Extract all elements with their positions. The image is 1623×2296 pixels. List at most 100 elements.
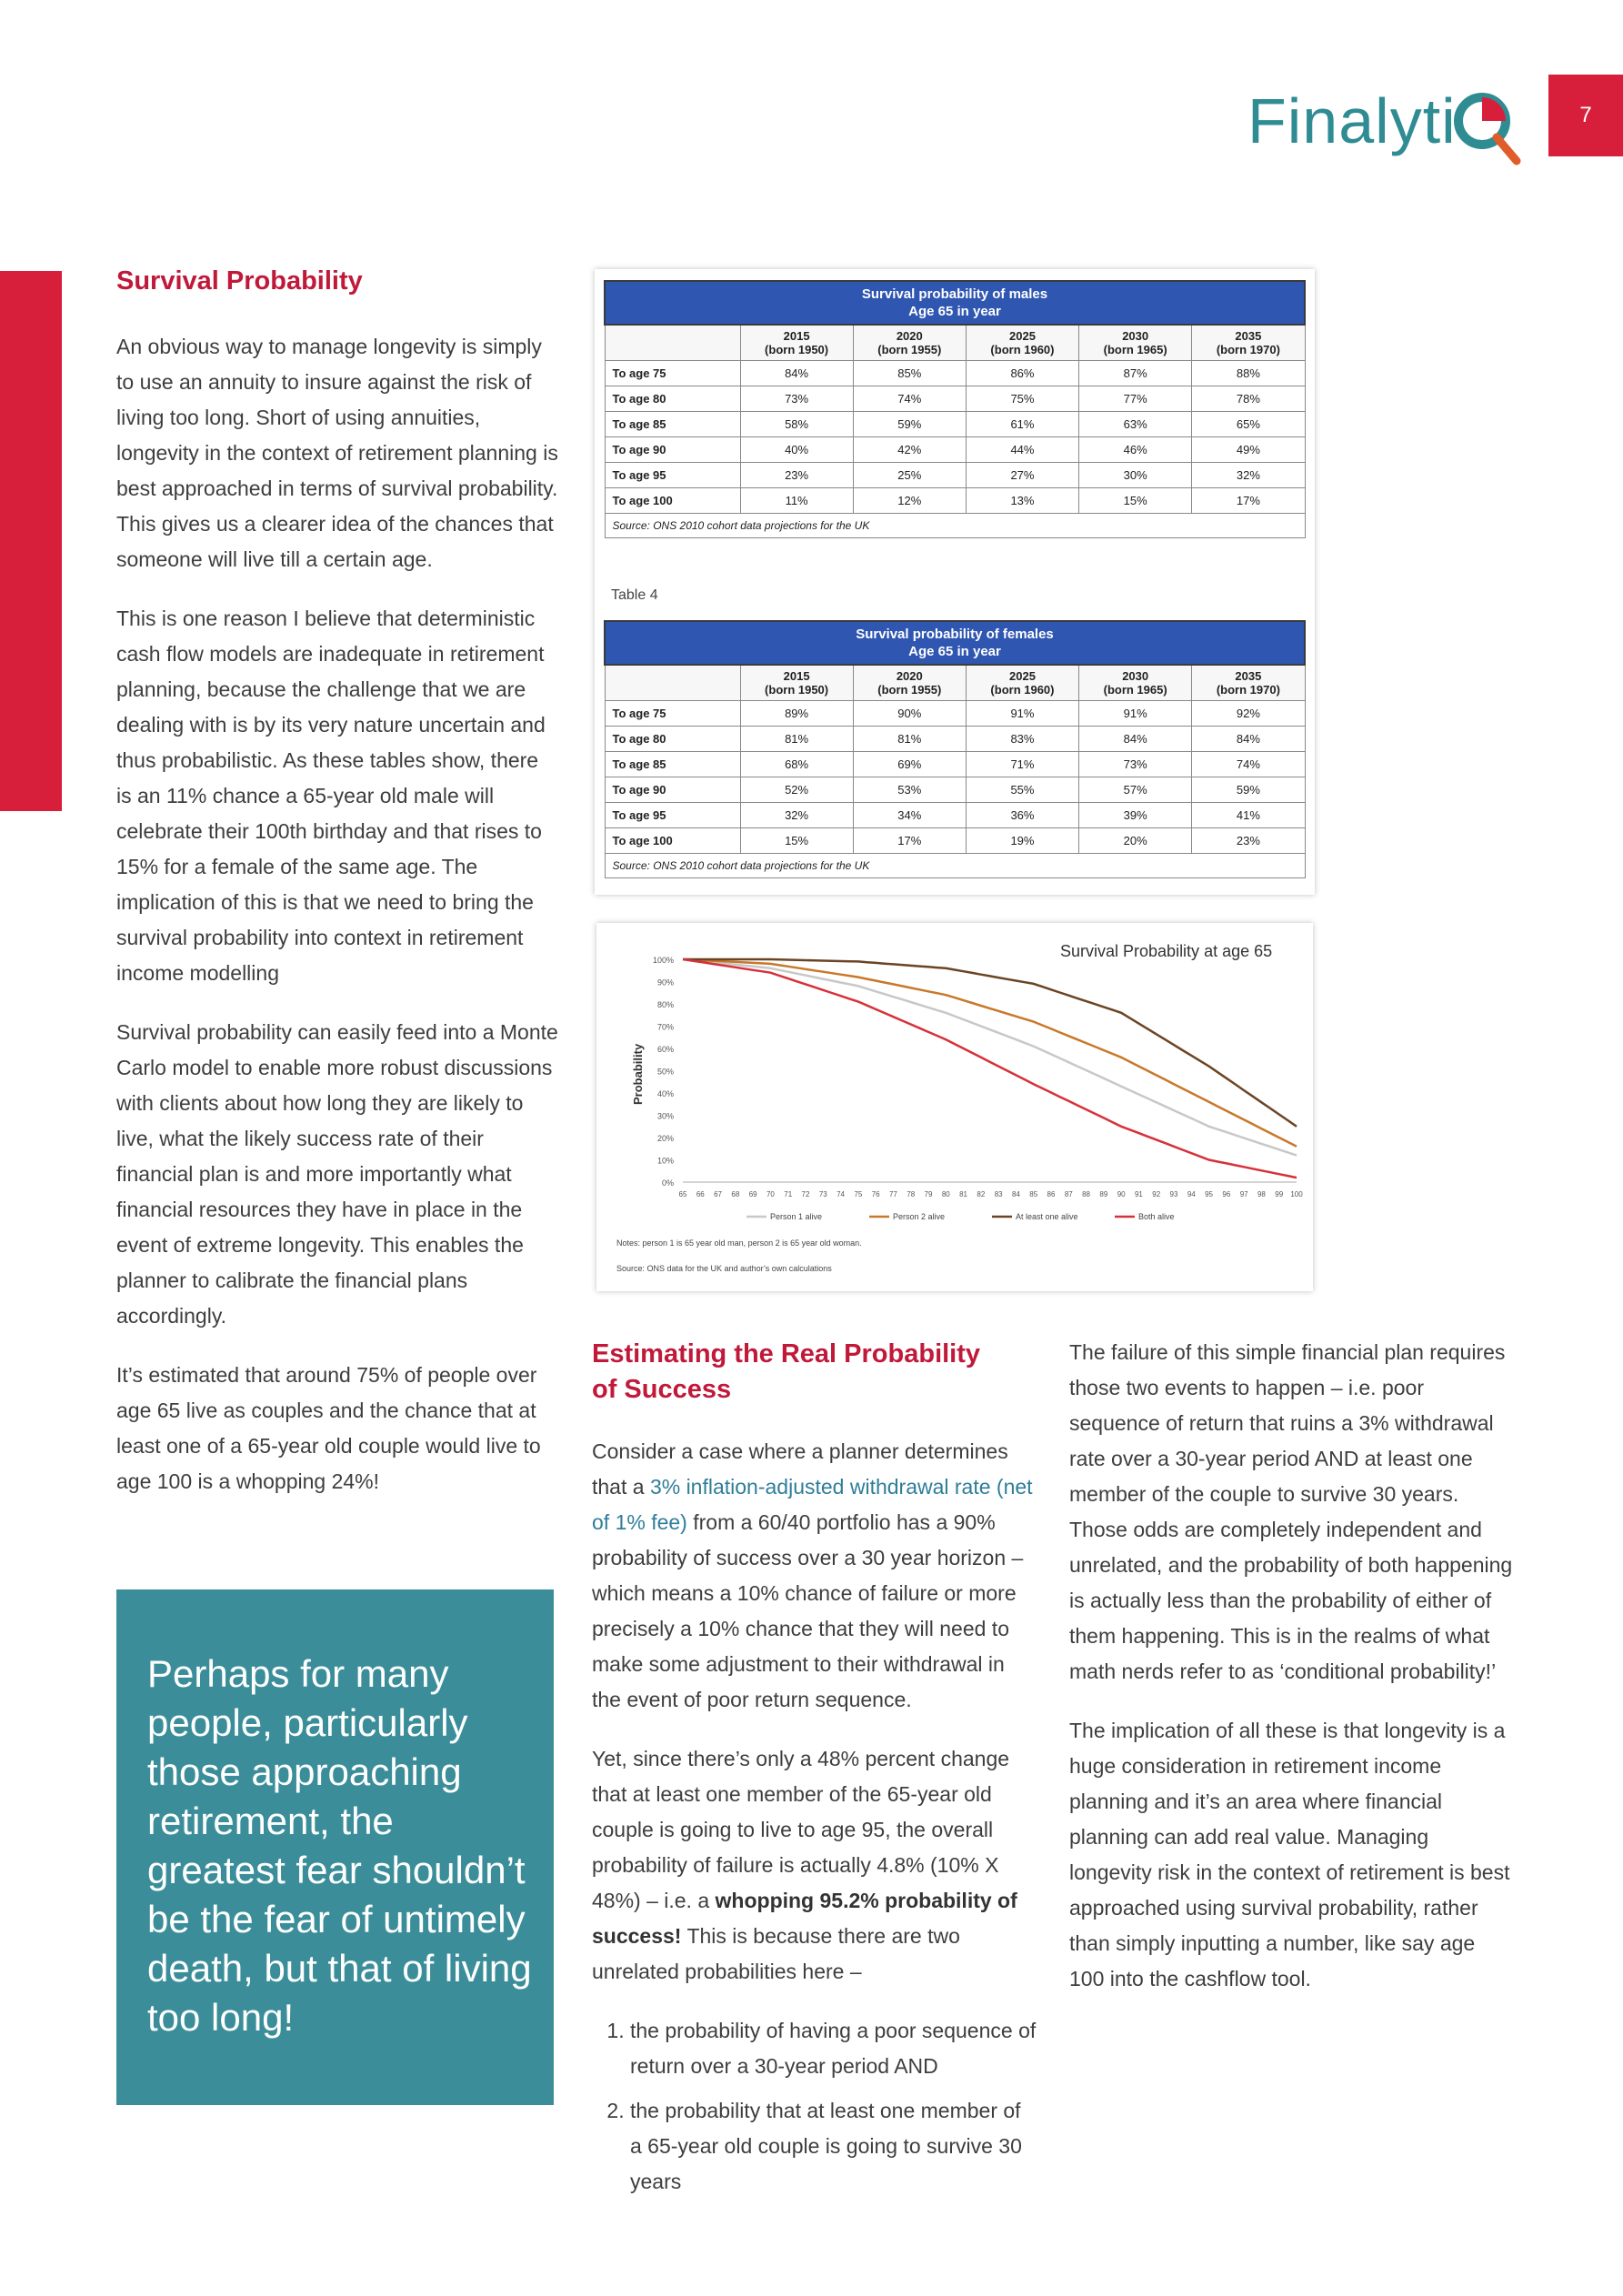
row-label: To age 95 (604, 802, 741, 828)
real-probability-heading: Estimating the Real Probability of Succes… (592, 1339, 981, 1404)
table-cell: 59% (1191, 777, 1306, 803)
y-tick-label: 60% (657, 1045, 674, 1054)
table-cell: 17% (852, 827, 967, 854)
row-label: To age 90 (604, 436, 741, 463)
table-cell: 46% (1078, 436, 1193, 463)
left-column-text: An obvious way to manage longevity is si… (116, 329, 558, 1523)
table-cell: 58% (739, 411, 854, 437)
pull-quote-box: Perhaps for many people, particularly th… (116, 1589, 554, 2105)
column-header: 2035 (born 1970) (1191, 324, 1306, 361)
x-tick-label: 70 (766, 1190, 775, 1198)
paragraph: The implication of all these is that lon… (1069, 1719, 1510, 1990)
row-label: To age 75 (604, 700, 741, 727)
table-cell: 68% (739, 751, 854, 777)
table-cell: 84% (739, 360, 854, 386)
x-tick-label: 87 (1065, 1190, 1073, 1198)
x-tick-label: 79 (925, 1190, 933, 1198)
y-axis-label: Probability (631, 1043, 645, 1105)
x-tick-label: 67 (714, 1190, 722, 1198)
table-cell: 73% (1078, 751, 1193, 777)
x-tick-label: 98 (1257, 1190, 1266, 1198)
table-cell: 36% (965, 802, 1080, 828)
table-row: To age 95 23% 25% 27% 30% 32% (604, 462, 1306, 488)
page-number: 7 (1548, 75, 1623, 156)
column-header: 2030 (born 1965) (1078, 664, 1193, 701)
survival-tables-panel: Survival probability of males Age 65 in y… (595, 269, 1315, 895)
table-cell: 61% (965, 411, 1080, 437)
y-tick-label: 100% (653, 956, 674, 965)
withdrawal-rate-link[interactable]: 3% inflation-adjusted withdrawal rate (n… (592, 1475, 1033, 1534)
x-tick-label: 97 (1240, 1190, 1248, 1198)
x-tick-label: 95 (1205, 1190, 1213, 1198)
column-header: 2015 (born 1950) (739, 324, 854, 361)
table-cell: 77% (1078, 386, 1193, 412)
table-cell: 87% (1078, 360, 1193, 386)
magnifier-q-icon (1454, 93, 1521, 165)
right-column-text: The failure of this simple financial pla… (1069, 1335, 1515, 2020)
x-tick-label: 72 (802, 1190, 810, 1198)
probability-list: the probability of having a poor sequenc… (592, 2013, 1037, 2200)
females-survival-table: Survival probability of females Age 65 in… (604, 620, 1306, 878)
y-tick-label: 40% (657, 1089, 674, 1098)
paragraph: Consider a case where a planner determin… (592, 1439, 1033, 1711)
males-table-source: Source: ONS 2010 cohort data projections… (604, 513, 1306, 538)
y-tick-label: 80% (657, 1000, 674, 1009)
x-tick-label: 81 (959, 1190, 967, 1198)
table-cell: 25% (852, 462, 967, 488)
x-tick-label: 100 (1290, 1190, 1303, 1198)
series-line-at-least-one-alive (683, 958, 1297, 1128)
row-label: To age 75 (604, 360, 741, 386)
row-label: To age 80 (604, 726, 741, 752)
table-cell: 23% (739, 462, 854, 488)
females-table-title: Survival probability of females Age 65 in… (604, 620, 1306, 666)
table-cell: 40% (739, 436, 854, 463)
table-row: To age 100 11% 12% 13% 15% 17% (604, 487, 1306, 514)
x-tick-label: 99 (1275, 1190, 1283, 1198)
table-row: To age 90 40% 42% 44% 46% 49% (604, 436, 1306, 463)
table-cell: 27% (965, 462, 1080, 488)
table-cell: 73% (739, 386, 854, 412)
x-tick-label: 86 (1047, 1190, 1056, 1198)
series-line-both-alive (682, 958, 1297, 1179)
table-cell: 49% (1191, 436, 1306, 463)
chart-title: Survival Probability at age 65 (1060, 942, 1272, 960)
x-tick-label: 91 (1135, 1190, 1143, 1198)
table-row: To age 85 58% 59% 61% 63% 65% (604, 411, 1306, 437)
table-cell: 92% (1191, 700, 1306, 727)
x-tick-label: 78 (907, 1190, 915, 1198)
paragraph: It’s estimated that around 75% of people… (116, 1363, 541, 1493)
paragraph: Yet, since there’s only a 48% percent ch… (592, 1747, 1017, 1983)
table-cell: 55% (965, 777, 1080, 803)
row-label: To age 80 (604, 386, 741, 412)
survival-line-chart: Survival Probability at age 65 Probabilit… (616, 942, 1303, 1273)
table-cell: 71% (965, 751, 1080, 777)
table-cell: 89% (739, 700, 854, 727)
table-cell: 81% (739, 726, 854, 752)
table-cell: 42% (852, 436, 967, 463)
y-tick-label: 0% (662, 1178, 674, 1188)
table-corner (604, 324, 741, 361)
table-cell: 52% (739, 777, 854, 803)
series-line-person-1-alive (682, 958, 1297, 1157)
table-cell: 91% (1078, 700, 1193, 727)
x-tick-label: 84 (1012, 1190, 1020, 1198)
table-cell: 32% (1191, 462, 1306, 488)
x-tick-label: 69 (749, 1190, 757, 1198)
x-tick-label: 76 (872, 1190, 880, 1198)
table-cell: 69% (852, 751, 967, 777)
row-label: To age 90 (604, 777, 741, 803)
logo-text: Finalyti (1247, 85, 1457, 156)
column-header: 2020 (born 1955) (852, 664, 967, 701)
table-cell: 75% (965, 386, 1080, 412)
table-row: To age 75 89% 90% 91% 91% 92% (604, 700, 1306, 727)
table-row: To age 80 73% 74% 75% 77% 78% (604, 386, 1306, 412)
column-header: 2015 (born 1950) (739, 664, 854, 701)
row-label: To age 100 (604, 827, 741, 854)
table-cell: 78% (1191, 386, 1306, 412)
x-tick-label: 71 (784, 1190, 792, 1198)
column-header: 2020 (born 1955) (852, 324, 967, 361)
table-row: To age 75 84% 85% 86% 87% 88% (604, 360, 1306, 386)
x-tick-label: 73 (819, 1190, 827, 1198)
table-caption: Table 4 (611, 587, 658, 603)
x-tick-label: 80 (942, 1190, 950, 1198)
